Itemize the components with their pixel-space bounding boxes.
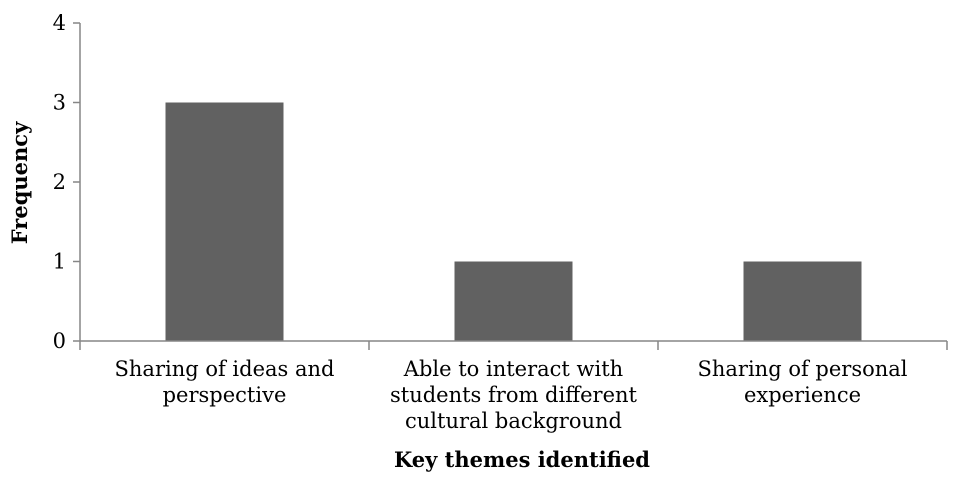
plot-area: 0 1 2 3 4 Sharing of ideas and perspective Able… — [53, 11, 948, 433]
x-tick-label: Sharing of personal experience — [697, 357, 907, 407]
y-tick-label: 4 — [53, 11, 66, 35]
x-axis-label: Key themes identified — [394, 447, 650, 472]
bar-1 — [165, 102, 284, 341]
y-tick-label: 1 — [53, 250, 66, 274]
bar-3 — [743, 261, 862, 341]
x-tick-label: Sharing of ideas and perspective — [115, 357, 335, 407]
y-axis-label: Frequency — [7, 121, 32, 244]
y-tick-label: 0 — [53, 329, 66, 353]
y-tick-label: 2 — [53, 170, 66, 194]
y-tick-label: 3 — [53, 91, 66, 115]
x-tick-label: Able to interact with students from diffe… — [390, 357, 638, 433]
bar-2 — [454, 261, 573, 341]
